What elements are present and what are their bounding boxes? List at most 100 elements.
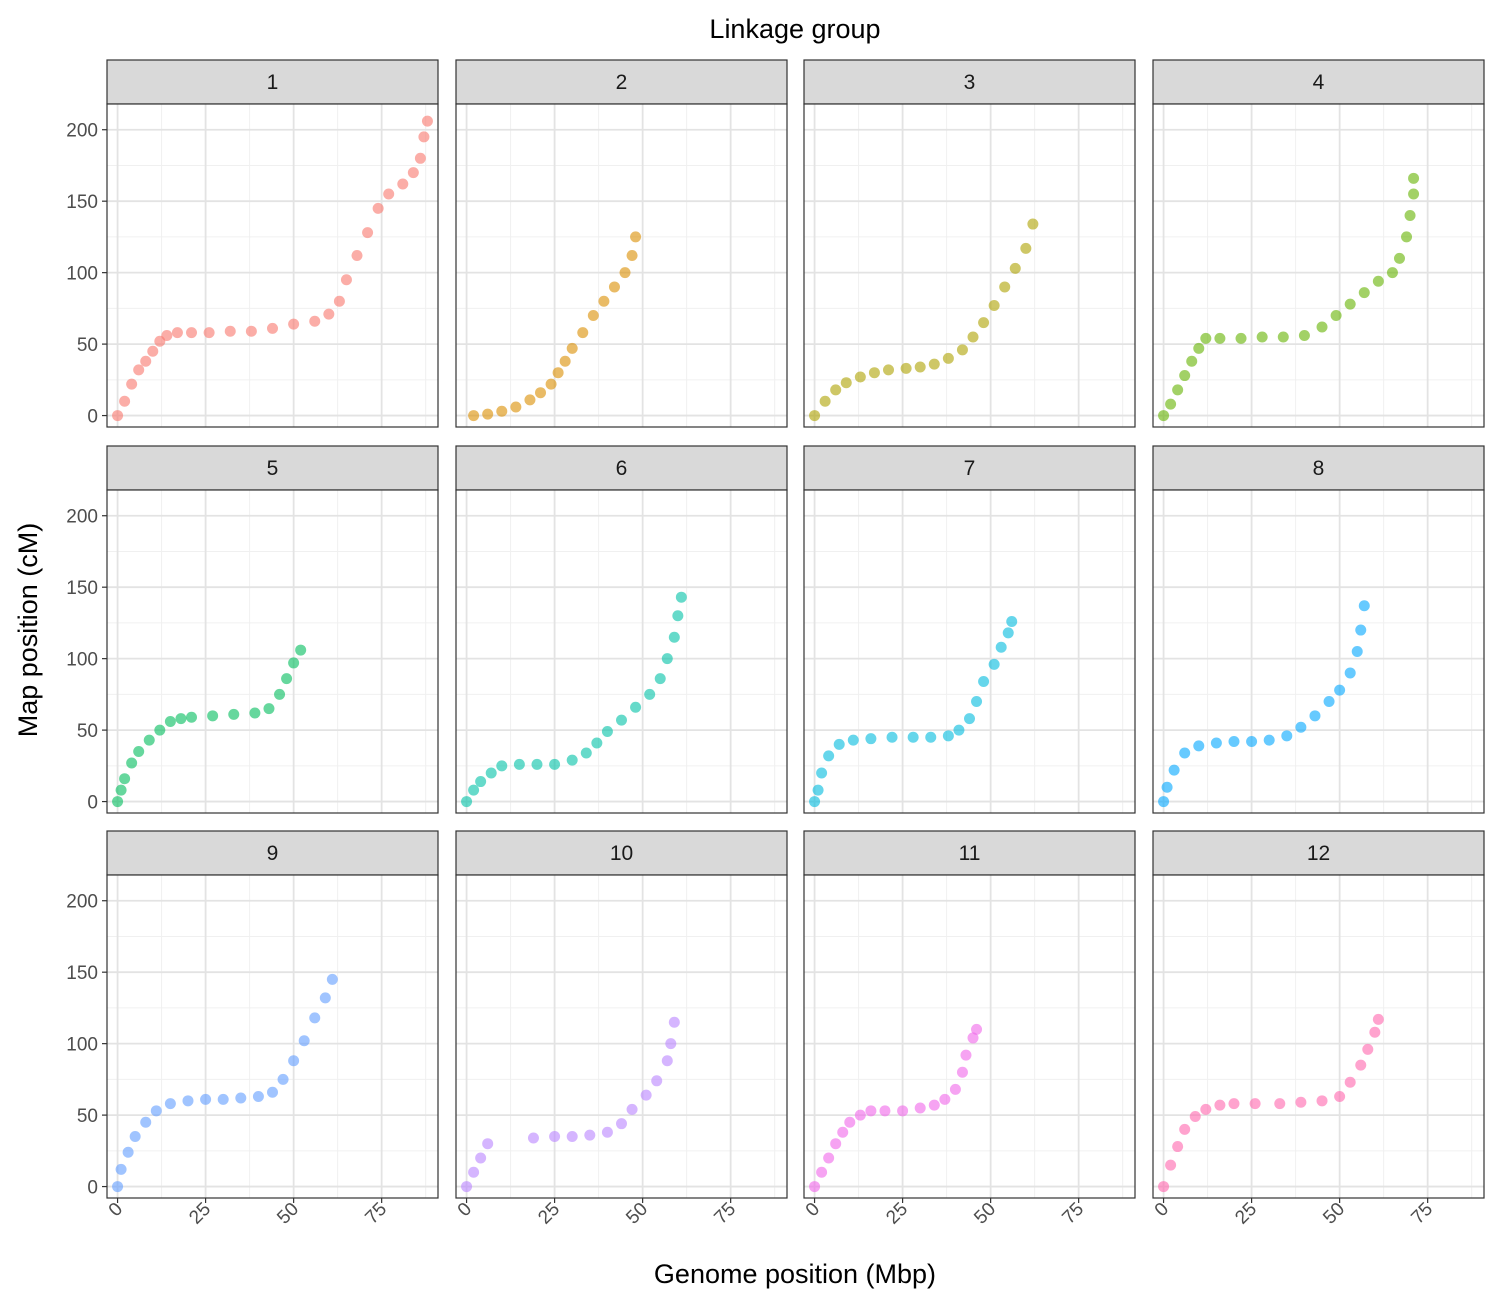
- data-point: [897, 1105, 909, 1117]
- data-point: [816, 1166, 828, 1178]
- data-point: [675, 591, 687, 603]
- x-tick-label: 50: [622, 1199, 652, 1229]
- data-point: [651, 1075, 663, 1087]
- data-point: [164, 1098, 176, 1110]
- data-point: [1193, 342, 1205, 354]
- data-point: [397, 178, 409, 190]
- panel-lg-8: 8: [1152, 445, 1485, 814]
- data-point: [1316, 1095, 1328, 1107]
- y-tick-label: 200: [66, 121, 98, 142]
- data-point: [414, 152, 426, 164]
- panel-border: [455, 103, 788, 428]
- data-point: [1165, 1159, 1177, 1171]
- data-point: [115, 784, 127, 796]
- y-tick-label: 200: [66, 892, 98, 913]
- data-point: [1263, 734, 1275, 746]
- data-point: [309, 1012, 321, 1024]
- x-tick-label: 0: [802, 1199, 824, 1221]
- data-point: [115, 1163, 127, 1175]
- data-point: [1358, 600, 1370, 612]
- data-point: [809, 410, 821, 422]
- x-tick-label: 50: [1319, 1199, 1349, 1229]
- panel-lg-7: 7: [803, 445, 1136, 814]
- panel-strip: [106, 830, 439, 876]
- data-point: [143, 734, 155, 746]
- data-point: [252, 1091, 264, 1103]
- data-point: [164, 716, 176, 728]
- data-point: [1316, 321, 1328, 333]
- data-point: [112, 796, 124, 808]
- data-point: [340, 274, 352, 286]
- data-point: [879, 1105, 891, 1117]
- data-point: [668, 1016, 680, 1028]
- data-point: [496, 405, 508, 417]
- data-point: [298, 1035, 310, 1047]
- x-tick-label: 0: [1151, 1199, 1173, 1221]
- data-point: [1193, 740, 1205, 752]
- data-point: [527, 1132, 539, 1144]
- panel-strip-label: 9: [267, 842, 279, 865]
- y-tick-label: 100: [66, 264, 98, 285]
- data-point: [837, 1126, 849, 1138]
- data-point: [830, 384, 842, 396]
- data-point: [1172, 384, 1184, 396]
- data-point: [200, 1093, 212, 1105]
- panel-lg-3: 3: [803, 59, 1136, 428]
- y-tick-label: 150: [66, 578, 98, 599]
- data-point: [1168, 764, 1180, 776]
- x-tick-label: 75: [1058, 1199, 1088, 1229]
- data-point: [475, 1152, 487, 1164]
- data-point: [601, 1126, 613, 1138]
- panel-background: [456, 104, 787, 427]
- data-point: [1158, 1181, 1170, 1193]
- x-tick-label: 75: [361, 1199, 391, 1229]
- data-point: [1362, 1043, 1374, 1055]
- data-point: [1179, 747, 1191, 759]
- data-point: [939, 1093, 951, 1105]
- x-tick-label: 25: [534, 1199, 564, 1229]
- data-point: [147, 345, 159, 357]
- data-point: [1006, 615, 1018, 627]
- data-point: [630, 231, 642, 243]
- panel-background: [1153, 490, 1484, 813]
- data-point: [988, 658, 1000, 670]
- data-point: [854, 1109, 866, 1121]
- data-point: [995, 641, 1007, 653]
- data-point: [559, 355, 571, 367]
- data-point: [640, 1089, 652, 1101]
- data-point: [468, 1166, 480, 1178]
- data-point: [182, 1095, 194, 1107]
- data-point: [372, 202, 384, 214]
- data-point: [1401, 231, 1413, 243]
- data-point: [833, 738, 845, 750]
- panel-strip-label: 3: [964, 71, 976, 94]
- data-point: [591, 737, 603, 749]
- data-point: [140, 355, 152, 367]
- data-point: [461, 1181, 473, 1193]
- data-point: [545, 378, 557, 390]
- data-point: [186, 327, 198, 339]
- data-point: [288, 657, 300, 669]
- data-point: [886, 731, 898, 743]
- data-point: [809, 796, 821, 808]
- data-point: [1179, 1123, 1191, 1135]
- data-point: [122, 1146, 134, 1158]
- panel-border: [803, 103, 1136, 428]
- data-point: [1372, 1013, 1384, 1025]
- panel-strip-label: 1: [267, 71, 279, 94]
- data-point: [126, 378, 138, 390]
- data-point: [1246, 736, 1258, 748]
- data-point: [140, 1116, 152, 1128]
- panel-strip: [803, 830, 1136, 876]
- panel-background: [1153, 104, 1484, 427]
- data-point: [461, 796, 473, 808]
- y-tick-label: 50: [77, 1106, 98, 1127]
- panel-border: [455, 874, 788, 1199]
- data-point: [513, 758, 525, 770]
- data-point: [281, 673, 293, 685]
- data-point: [126, 757, 138, 769]
- y-tick-label: 150: [66, 192, 98, 213]
- panel-strip: [455, 830, 788, 876]
